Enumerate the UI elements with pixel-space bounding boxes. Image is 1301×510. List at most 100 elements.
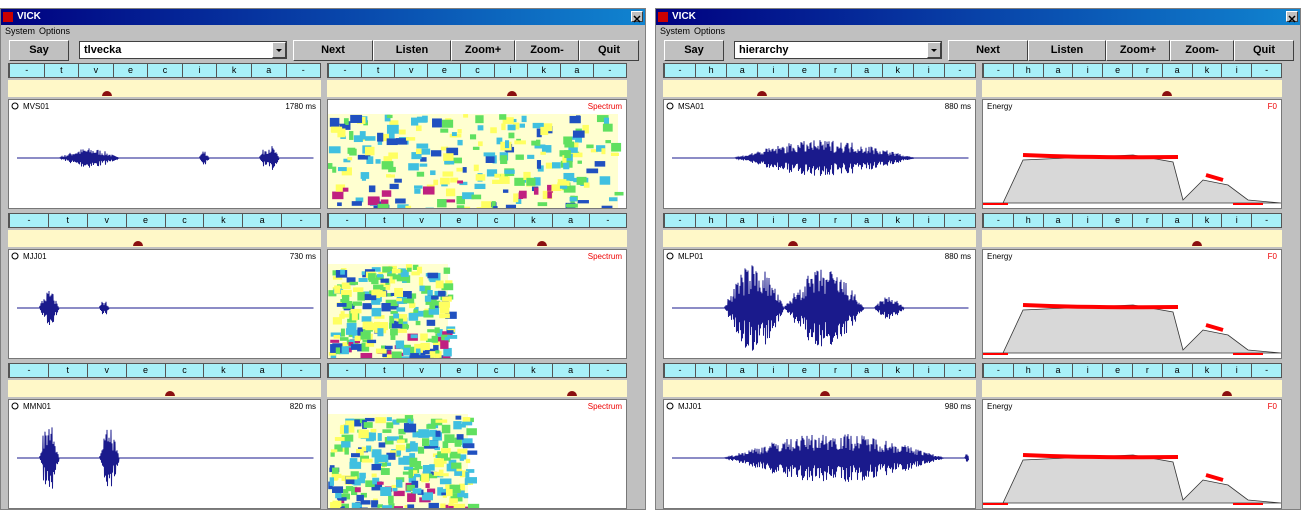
phoneme: k bbox=[216, 64, 251, 77]
spectrogram-cell bbox=[563, 162, 569, 169]
level-bar bbox=[8, 380, 321, 397]
button-next[interactable]: Next bbox=[293, 40, 373, 61]
panel-label: Spectrum bbox=[588, 402, 622, 411]
button-say[interactable]: Say bbox=[664, 40, 724, 61]
spectrogram-cell bbox=[421, 473, 429, 482]
analysis-panel: Spectrum bbox=[327, 249, 627, 359]
energy-area bbox=[983, 155, 1281, 203]
spectrogram-cell bbox=[442, 120, 453, 128]
spectrogram-cell bbox=[409, 461, 421, 467]
phoneme: i bbox=[1072, 364, 1102, 377]
phoneme: a bbox=[851, 214, 882, 227]
button-zoom_out[interactable]: Zoom- bbox=[515, 40, 579, 61]
spectrogram-cell bbox=[376, 159, 381, 164]
spectrogram-cell bbox=[416, 149, 423, 154]
dropdown-arrow[interactable] bbox=[272, 42, 286, 58]
spectrogram-cell bbox=[404, 423, 409, 432]
phoneme: a bbox=[552, 214, 589, 227]
phoneme: e bbox=[788, 364, 819, 377]
spectrogram-cell bbox=[542, 145, 551, 153]
spectrogram-cell bbox=[432, 336, 438, 343]
button-quit[interactable]: Quit bbox=[579, 40, 639, 61]
spectrogram-cell bbox=[473, 147, 480, 150]
button-quit[interactable]: Quit bbox=[1234, 40, 1294, 61]
phoneme: k bbox=[882, 64, 913, 77]
button-zoom_in[interactable]: Zoom+ bbox=[1106, 40, 1170, 61]
spectrogram-cell bbox=[332, 468, 339, 474]
spectrogram-cell bbox=[430, 303, 435, 309]
spectrogram-cell bbox=[527, 155, 534, 159]
phoneme: h bbox=[1013, 64, 1043, 77]
duration: 730 ms bbox=[290, 252, 316, 261]
spectrogram-cell bbox=[422, 492, 433, 500]
phoneme: k bbox=[882, 364, 913, 377]
spectrogram-cell bbox=[446, 489, 453, 496]
spectrogram-cell bbox=[394, 491, 405, 496]
spectrogram-cell bbox=[422, 149, 431, 155]
close-button[interactable] bbox=[631, 11, 643, 22]
spectrogram-cell bbox=[436, 280, 444, 288]
phoneme-bar: -haieraki- bbox=[663, 63, 976, 78]
spectrogram-cell bbox=[396, 298, 402, 301]
phoneme: a bbox=[242, 364, 281, 377]
phoneme: t bbox=[365, 214, 402, 227]
spectrogram-cell bbox=[387, 417, 392, 421]
button-say[interactable]: Say bbox=[9, 40, 69, 61]
spectrogram-cell bbox=[540, 127, 548, 135]
word-combobox[interactable]: tlvecka bbox=[79, 41, 287, 59]
spectrogram-cell bbox=[339, 314, 349, 318]
spectrogram-cell bbox=[422, 116, 428, 123]
phoneme: c bbox=[165, 364, 204, 377]
speaker-label: MJJ01 bbox=[23, 252, 47, 261]
waveform-panel: MSA01880 ms bbox=[663, 99, 976, 209]
spectrogram-cell bbox=[358, 155, 368, 160]
spectrogram-cell bbox=[505, 140, 509, 148]
spectrogram-cell bbox=[508, 133, 514, 139]
duration: 1780 ms bbox=[285, 102, 316, 111]
spectrogram-cell bbox=[431, 150, 441, 156]
menu-item[interactable]: Options bbox=[39, 26, 70, 36]
phoneme: e bbox=[440, 364, 477, 377]
phoneme: - bbox=[281, 214, 320, 227]
button-next[interactable]: Next bbox=[948, 40, 1028, 61]
phoneme: a bbox=[1162, 64, 1192, 77]
phoneme: k bbox=[514, 364, 551, 377]
spectrogram-cell bbox=[442, 425, 451, 434]
button-zoom_in[interactable]: Zoom+ bbox=[451, 40, 515, 61]
spectrogram-cell bbox=[396, 341, 404, 349]
spectrogram-cell bbox=[342, 283, 351, 290]
spectrogram-cell bbox=[405, 206, 411, 208]
spectrogram-cell bbox=[420, 164, 428, 167]
button-zoom_out[interactable]: Zoom- bbox=[1170, 40, 1234, 61]
menu-item[interactable]: System bbox=[660, 26, 690, 36]
spectrogram-cell bbox=[371, 500, 378, 507]
spectrogram-cell bbox=[396, 138, 407, 145]
radio bbox=[667, 253, 673, 259]
spectrogram-cell bbox=[411, 271, 420, 275]
spectrogram-cell bbox=[444, 161, 454, 165]
phoneme: - bbox=[281, 364, 320, 377]
close-button[interactable] bbox=[1286, 11, 1298, 22]
waveform-panel: MMN01820 ms bbox=[8, 399, 321, 509]
spectrogram-cell bbox=[403, 299, 414, 304]
spectrogram-cell bbox=[484, 152, 496, 156]
menu-item[interactable]: System bbox=[5, 26, 35, 36]
spectrogram-cell bbox=[330, 340, 339, 343]
spectrogram-cell bbox=[440, 478, 452, 484]
spectrogram-cell bbox=[334, 473, 338, 481]
level-bar bbox=[982, 380, 1282, 397]
menu-item[interactable]: Options bbox=[694, 26, 725, 36]
phoneme-bar: -tvecka- bbox=[8, 363, 321, 378]
phoneme: k bbox=[514, 214, 551, 227]
level-bar bbox=[327, 380, 627, 397]
dropdown-arrow[interactable] bbox=[927, 42, 941, 58]
spectrogram-cell bbox=[470, 134, 476, 139]
word-combobox[interactable]: hierarchy bbox=[734, 41, 942, 59]
button-listen[interactable]: Listen bbox=[373, 40, 451, 61]
spectrogram-cell bbox=[508, 125, 516, 131]
phoneme: k bbox=[882, 214, 913, 227]
button-listen[interactable]: Listen bbox=[1028, 40, 1106, 61]
waveform-panel: MVS011780 ms bbox=[8, 99, 321, 209]
spectrogram-cell bbox=[379, 442, 386, 447]
spectrogram-cell bbox=[399, 130, 406, 135]
